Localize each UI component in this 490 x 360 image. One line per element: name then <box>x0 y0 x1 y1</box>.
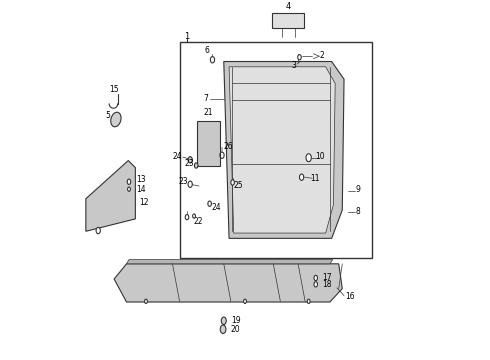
Text: 4: 4 <box>286 2 291 11</box>
Ellipse shape <box>185 215 189 220</box>
Text: 20: 20 <box>231 325 241 334</box>
Text: 5: 5 <box>105 111 110 120</box>
Ellipse shape <box>221 317 226 324</box>
Polygon shape <box>114 264 343 302</box>
Ellipse shape <box>306 154 311 162</box>
Text: 17: 17 <box>322 274 331 283</box>
Polygon shape <box>126 260 333 264</box>
Text: 22: 22 <box>194 217 203 226</box>
Text: 26: 26 <box>223 142 233 151</box>
Ellipse shape <box>299 174 304 180</box>
Text: 7: 7 <box>203 94 208 103</box>
Ellipse shape <box>127 179 131 184</box>
Ellipse shape <box>96 228 100 234</box>
Polygon shape <box>229 67 335 233</box>
Text: 24: 24 <box>212 203 221 212</box>
Ellipse shape <box>193 214 196 218</box>
Text: 23: 23 <box>178 177 188 186</box>
Ellipse shape <box>314 282 318 287</box>
Polygon shape <box>224 62 344 238</box>
Text: 6: 6 <box>205 46 210 55</box>
Ellipse shape <box>298 55 301 60</box>
Bar <box>272 13 304 28</box>
Text: 23: 23 <box>184 158 194 167</box>
Ellipse shape <box>127 187 130 191</box>
Ellipse shape <box>188 181 192 188</box>
Text: 11: 11 <box>310 174 320 183</box>
Bar <box>197 121 220 166</box>
Text: 21: 21 <box>204 108 214 117</box>
Text: 14: 14 <box>136 185 146 194</box>
Text: 15: 15 <box>109 85 119 94</box>
Text: 19: 19 <box>231 316 241 325</box>
Text: 2: 2 <box>320 51 324 60</box>
Text: 10: 10 <box>315 152 325 161</box>
Text: 3: 3 <box>292 60 296 69</box>
Ellipse shape <box>208 201 211 206</box>
Ellipse shape <box>314 275 318 281</box>
Ellipse shape <box>188 157 192 163</box>
Ellipse shape <box>307 299 310 303</box>
Ellipse shape <box>220 325 226 333</box>
Ellipse shape <box>244 299 246 303</box>
Ellipse shape <box>195 163 198 168</box>
Text: 24: 24 <box>172 152 182 161</box>
Bar <box>179 42 372 258</box>
Text: 13: 13 <box>136 175 146 184</box>
Ellipse shape <box>210 57 215 63</box>
Text: 18: 18 <box>322 280 331 289</box>
Text: 8: 8 <box>355 207 360 216</box>
Ellipse shape <box>111 112 121 127</box>
Text: 25: 25 <box>233 181 243 190</box>
Text: 16: 16 <box>345 292 354 301</box>
Polygon shape <box>86 161 135 231</box>
Text: 12: 12 <box>139 198 148 207</box>
Ellipse shape <box>231 180 234 185</box>
Text: 1: 1 <box>184 32 189 41</box>
Text: 9: 9 <box>355 185 360 194</box>
Ellipse shape <box>145 299 147 303</box>
